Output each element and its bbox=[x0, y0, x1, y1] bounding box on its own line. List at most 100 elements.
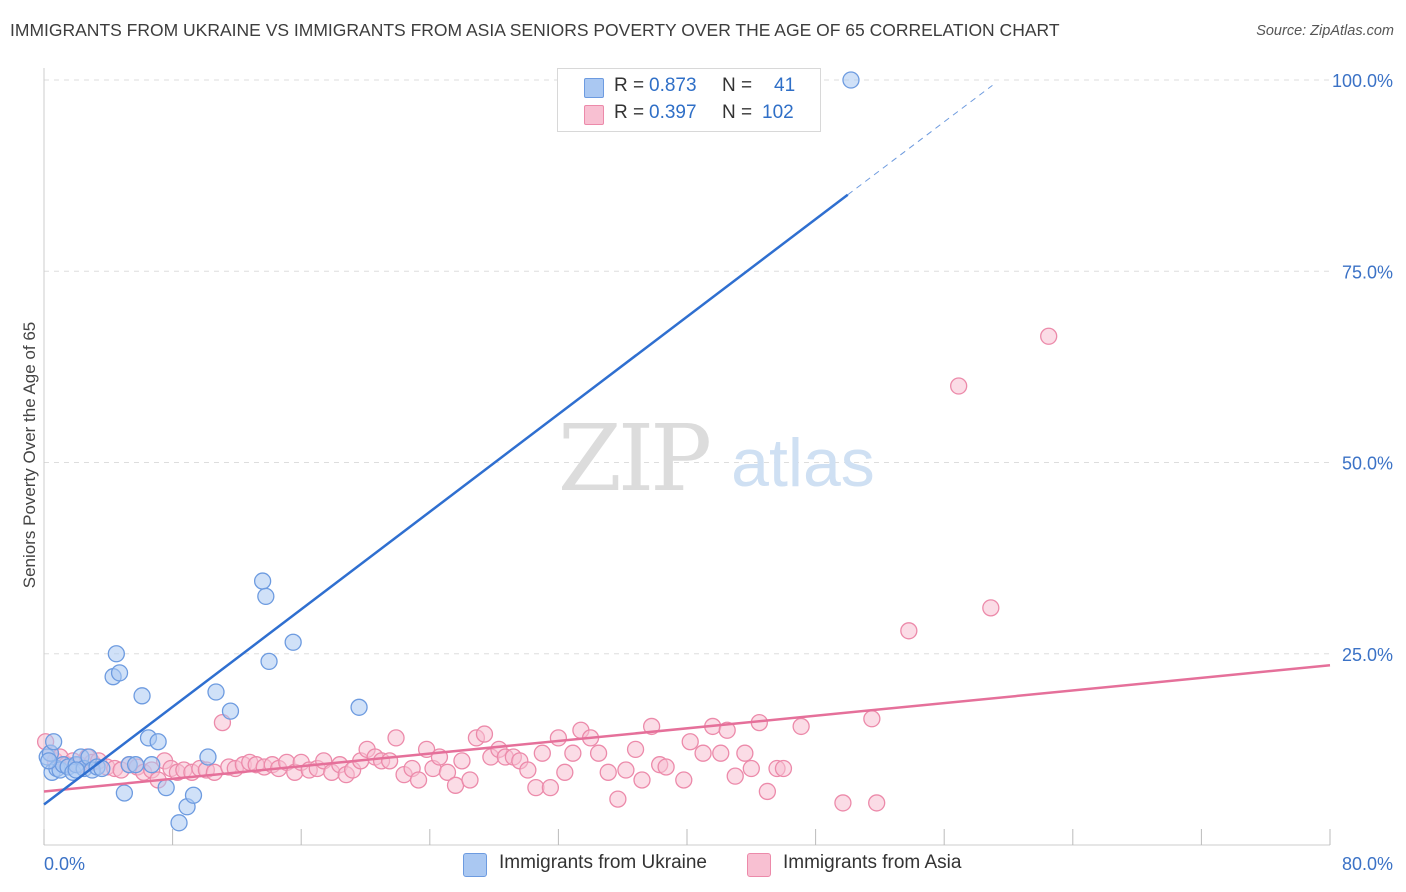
ukraine-point bbox=[115, 784, 134, 802]
correlation-legend: R = 0.873 N = 41 R = 0.397 N = 102 bbox=[557, 68, 821, 132]
asia-point bbox=[380, 752, 399, 770]
asia-point bbox=[475, 725, 494, 743]
y-tick-label: 50.0% bbox=[1342, 454, 1393, 474]
watermark-atlas: atlas bbox=[731, 425, 875, 501]
legend-swatch-ukraine bbox=[463, 853, 487, 877]
ukraine-point bbox=[260, 652, 278, 671]
ukraine-point bbox=[284, 633, 302, 651]
x-tick-label: 80.0% bbox=[1342, 854, 1393, 874]
ukraine-point bbox=[110, 664, 129, 682]
asia-point bbox=[556, 763, 574, 781]
legend-swatch-asia bbox=[747, 853, 771, 877]
asia-point bbox=[675, 771, 693, 789]
ukraine-point bbox=[350, 698, 368, 716]
tick-labels: 25.0% 50.0% 75.0% 100.0% 0.0% 80.0% bbox=[44, 71, 1393, 874]
asia-point bbox=[387, 729, 405, 747]
asia-point bbox=[1040, 327, 1058, 345]
ukraine-point bbox=[253, 572, 272, 590]
ukraine-point bbox=[170, 814, 188, 832]
asia-point bbox=[533, 744, 551, 762]
y-tick-label: 25.0% bbox=[1342, 645, 1393, 665]
asia-point bbox=[834, 794, 852, 812]
legend-r-label: R = bbox=[614, 75, 645, 96]
axes bbox=[43, 68, 1331, 846]
legend-n-label: N = bbox=[722, 102, 753, 123]
ukraine-point bbox=[107, 645, 125, 663]
ukraine-point bbox=[207, 683, 225, 701]
asia-point bbox=[626, 740, 645, 759]
asia-point bbox=[549, 729, 568, 747]
watermark-zip: ZIP bbox=[558, 405, 709, 512]
asia-point bbox=[982, 599, 1000, 617]
asia-point bbox=[453, 752, 471, 770]
asia-point bbox=[589, 744, 608, 762]
ukraine-point bbox=[40, 752, 58, 770]
ukraine-point bbox=[257, 587, 275, 606]
asia-point bbox=[950, 377, 968, 395]
legend-n-value-ukraine: 41 bbox=[774, 75, 796, 96]
asia-point bbox=[758, 782, 777, 801]
asia-point bbox=[868, 794, 886, 812]
asia-point bbox=[519, 761, 537, 779]
asia-trend-line bbox=[43, 663, 1331, 793]
legend-r-value-asia: 0.397 bbox=[649, 102, 697, 123]
legend-n-value-asia: 102 bbox=[762, 102, 794, 123]
legend-swatch-ukraine bbox=[584, 78, 604, 98]
legend-n-label: N = bbox=[722, 75, 753, 96]
series-legend: Immigrants from Ukraine Immigrants from … bbox=[0, 850, 1406, 878]
y-tick-label: 100.0% bbox=[1332, 71, 1393, 91]
ukraine-point bbox=[184, 786, 203, 804]
asia-point bbox=[446, 776, 465, 794]
asia-point bbox=[900, 622, 918, 640]
asia-point bbox=[633, 771, 651, 789]
trend-lines bbox=[43, 84, 1331, 806]
ukraine-point bbox=[44, 733, 63, 751]
asia-point bbox=[863, 710, 881, 728]
legend-r-value-ukraine: 0.873 bbox=[649, 75, 697, 96]
asia-point bbox=[461, 771, 479, 789]
ukraine-point bbox=[149, 733, 167, 751]
ukraine-point bbox=[221, 702, 240, 720]
ukraine-trend-extension bbox=[847, 84, 993, 196]
asia-point bbox=[742, 759, 760, 778]
gridlines bbox=[44, 79, 1330, 655]
asia-point bbox=[564, 744, 582, 762]
asia-point bbox=[774, 759, 793, 778]
asia-point bbox=[792, 717, 810, 736]
asia-point bbox=[609, 790, 627, 808]
series-ukraine-points bbox=[38, 71, 860, 832]
asia-point bbox=[681, 733, 699, 751]
x-tick-label: 0.0% bbox=[44, 854, 85, 874]
asia-point bbox=[657, 758, 675, 776]
ukraine-point bbox=[143, 756, 161, 774]
asia-point bbox=[617, 761, 635, 779]
asia-point bbox=[726, 767, 744, 785]
asia-point bbox=[541, 778, 560, 797]
series-asia-points bbox=[36, 327, 1058, 812]
asia-point bbox=[409, 771, 428, 789]
y-tick-label: 75.0% bbox=[1342, 262, 1393, 282]
asia-point bbox=[712, 744, 730, 762]
watermark: ZIP atlas bbox=[558, 405, 875, 512]
source-label: Source: ZipAtlas.com bbox=[1256, 23, 1394, 39]
asia-point bbox=[438, 763, 457, 781]
ukraine-point bbox=[157, 778, 175, 797]
ukraine-point bbox=[67, 761, 85, 779]
asia-point bbox=[527, 778, 545, 797]
legend-r-label: R = bbox=[614, 102, 645, 123]
ukraine-point bbox=[133, 687, 151, 705]
ukraine-trend-line bbox=[43, 193, 849, 806]
legend-label-ukraine: Immigrants from Ukraine bbox=[499, 852, 707, 873]
ukraine-point bbox=[93, 759, 111, 778]
asia-point bbox=[736, 744, 754, 762]
ukraine-point bbox=[842, 71, 860, 89]
asia-point bbox=[694, 744, 712, 762]
chart-title: IMMIGRANTS FROM UKRAINE VS IMMIGRANTS FR… bbox=[10, 20, 1060, 40]
asia-point bbox=[205, 763, 224, 781]
ukraine-point bbox=[199, 748, 217, 766]
legend-swatch-asia bbox=[584, 105, 604, 125]
legend-label-asia: Immigrants from Asia bbox=[783, 852, 962, 873]
asia-point bbox=[718, 721, 736, 739]
ukraine-point bbox=[126, 756, 145, 774]
